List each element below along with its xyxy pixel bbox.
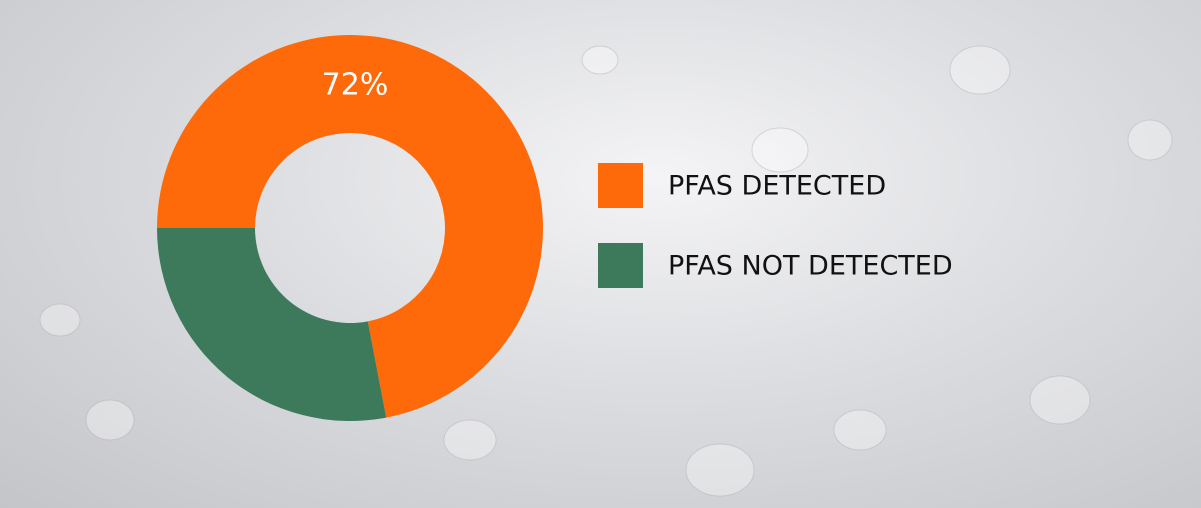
- legend-swatch: [598, 163, 643, 208]
- legend-label: PFAS DETECTED: [668, 171, 886, 202]
- legend-swatch: [598, 243, 643, 288]
- legend-label: PFAS NOT DETECTED: [668, 251, 953, 282]
- data-label: 72%: [322, 68, 389, 103]
- chart: 72% PFAS DETECTED PFAS NOT DETECTED: [0, 0, 1201, 508]
- donut-slice: [157, 228, 386, 421]
